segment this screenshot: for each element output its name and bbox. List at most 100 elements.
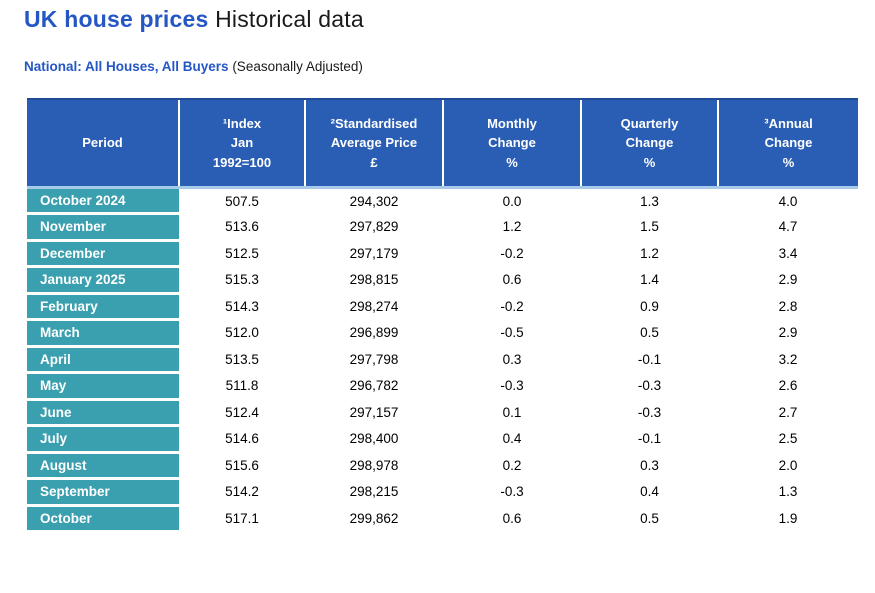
quarterly-change-cell: -0.3 bbox=[637, 404, 662, 420]
page-title-highlight: UK house prices bbox=[24, 6, 209, 32]
monthly-change-cell: 0.6 bbox=[502, 510, 522, 526]
table-row: July 514.6 298,400 0.4 -0.1 2.5 bbox=[27, 425, 858, 454]
period-label: October 2024 bbox=[27, 187, 179, 215]
monthly-change-cell: 1.2 bbox=[502, 219, 522, 235]
table-row: August 515.6 298,978 0.2 0.3 2.0 bbox=[27, 452, 858, 480]
annual-change-cell: 4.0 bbox=[778, 193, 798, 209]
annual-change-cell: 1.3 bbox=[778, 484, 798, 500]
monthly-change-cell: 0.2 bbox=[502, 457, 522, 473]
col-header-period-label: Period bbox=[82, 135, 123, 150]
annual-change-cell: 3.4 bbox=[778, 245, 798, 261]
index-cell: 511.8 bbox=[225, 378, 259, 394]
period-label: November bbox=[27, 213, 179, 242]
table-row: October 2024 507.5 294,302 0.0 1.3 4.0 bbox=[27, 187, 858, 215]
period-label: August bbox=[27, 452, 179, 480]
period-label: July bbox=[27, 425, 179, 454]
quarterly-change-cell: 0.3 bbox=[640, 457, 659, 473]
monthly-change-cell: 0.3 bbox=[502, 351, 522, 367]
quarterly-change-cell: 0.4 bbox=[640, 484, 659, 500]
table-row: September 514.2 298,215 -0.3 0.4 1.3 bbox=[27, 478, 858, 507]
annual-change-cell: 4.7 bbox=[778, 219, 798, 235]
table-row: December 512.5 297,179 -0.2 1.2 3.4 bbox=[27, 240, 858, 268]
period-label: May bbox=[27, 372, 179, 401]
quarterly-change-cell: 1.2 bbox=[640, 245, 659, 261]
house-price-table: Period ¹Index Jan 1992=100 ²Standardised… bbox=[27, 98, 858, 533]
index-cell: 514.3 bbox=[225, 298, 259, 314]
monthly-change-cell: -0.5 bbox=[500, 325, 524, 341]
annual-change-cell: 2.5 bbox=[778, 431, 798, 447]
col-header-quarterly-change-label: Quarterly Change % bbox=[620, 115, 679, 170]
avg-price-cell: 298,978 bbox=[349, 457, 399, 473]
index-cell: 512.4 bbox=[225, 404, 259, 420]
annual-change-cell: 2.9 bbox=[778, 325, 798, 341]
annual-change-cell: 2.7 bbox=[778, 404, 798, 420]
table-row: November 513.6 297,829 1.2 1.5 4.7 bbox=[27, 213, 858, 242]
table-row: March 512.0 296,899 -0.5 0.5 2.9 bbox=[27, 319, 858, 348]
table-body: October 2024 507.5 294,302 0.0 1.3 4.0 Novembe… bbox=[27, 187, 858, 533]
table-row: June 512.4 297,157 0.1 -0.3 2.7 bbox=[27, 399, 858, 427]
col-header-monthly-change: Monthly Change % bbox=[442, 98, 581, 189]
avg-price-cell: 294,302 bbox=[349, 193, 399, 209]
monthly-change-cell: 0.1 bbox=[502, 404, 522, 420]
col-header-quarterly-change: Quarterly Change % bbox=[580, 98, 718, 189]
quarterly-change-cell: 1.5 bbox=[640, 219, 659, 235]
index-cell: 512.0 bbox=[225, 325, 259, 341]
quarterly-change-cell: 0.5 bbox=[640, 325, 659, 341]
period-label: December bbox=[27, 240, 179, 268]
monthly-change-cell: -0.3 bbox=[500, 378, 524, 394]
table-row: January 2025 515.3 298,815 0.6 1.4 2.9 bbox=[27, 266, 858, 295]
table-header-row: Period ¹Index Jan 1992=100 ²Standardised… bbox=[27, 98, 858, 189]
page-title-rest: Historical data bbox=[215, 6, 364, 32]
quarterly-change-cell: 0.5 bbox=[640, 510, 659, 526]
avg-price-cell: 297,157 bbox=[349, 404, 399, 420]
annual-change-cell: 2.0 bbox=[778, 457, 798, 473]
period-label: January 2025 bbox=[27, 266, 179, 295]
monthly-change-cell: 0.6 bbox=[502, 272, 522, 288]
avg-price-cell: 298,400 bbox=[349, 431, 399, 447]
col-header-avg-price-label: ²Standardised Average Price £ bbox=[330, 115, 418, 170]
avg-price-cell: 299,862 bbox=[349, 510, 399, 526]
monthly-change-cell: -0.2 bbox=[500, 298, 524, 314]
table-row: May 511.8 296,782 -0.3 -0.3 2.6 bbox=[27, 372, 858, 401]
quarterly-change-cell: -0.1 bbox=[637, 431, 662, 447]
avg-price-cell: 297,179 bbox=[349, 245, 399, 261]
annual-change-cell: 2.6 bbox=[778, 378, 798, 394]
index-cell: 514.6 bbox=[225, 431, 259, 447]
col-header-annual-change-label: ³Annual Change % bbox=[764, 115, 813, 170]
index-cell: 515.6 bbox=[225, 457, 259, 473]
col-header-period: Period bbox=[27, 98, 179, 189]
col-header-annual-change: ³Annual Change % bbox=[717, 98, 858, 189]
period-label: June bbox=[27, 399, 179, 427]
col-header-monthly-change-label: Monthly Change % bbox=[487, 115, 537, 170]
period-label: September bbox=[27, 478, 179, 507]
index-cell: 512.5 bbox=[225, 245, 259, 261]
monthly-change-cell: -0.3 bbox=[500, 484, 524, 500]
avg-price-cell: 296,899 bbox=[349, 325, 399, 341]
quarterly-change-cell: -0.3 bbox=[637, 378, 662, 394]
annual-change-cell: 1.9 bbox=[778, 510, 798, 526]
index-cell: 507.5 bbox=[225, 193, 259, 209]
index-cell: 513.5 bbox=[225, 351, 259, 367]
period-label: April bbox=[27, 346, 179, 374]
monthly-change-cell: -0.2 bbox=[500, 245, 524, 261]
subtitle-series-label: National: All Houses, All Buyers bbox=[24, 59, 229, 74]
index-cell: 515.3 bbox=[225, 272, 259, 288]
avg-price-cell: 298,815 bbox=[349, 272, 399, 288]
avg-price-cell: 298,274 bbox=[349, 298, 399, 314]
avg-price-cell: 297,829 bbox=[349, 219, 399, 235]
table-row: February 514.3 298,274 -0.2 0.9 2.8 bbox=[27, 293, 858, 321]
period-label: February bbox=[27, 293, 179, 321]
quarterly-change-cell: -0.1 bbox=[637, 351, 662, 367]
avg-price-cell: 296,782 bbox=[349, 378, 399, 394]
page-subtitle: National: All Houses, All Buyers (Season… bbox=[24, 59, 363, 74]
period-label: October bbox=[27, 505, 179, 533]
annual-change-cell: 2.9 bbox=[778, 272, 798, 288]
index-cell: 514.2 bbox=[225, 484, 259, 500]
index-cell: 517.1 bbox=[225, 510, 259, 526]
page-title: UK house prices Historical data bbox=[24, 6, 364, 33]
quarterly-change-cell: 1.3 bbox=[640, 193, 659, 209]
annual-change-cell: 3.2 bbox=[778, 351, 798, 367]
subtitle-adjustment-note: (Seasonally Adjusted) bbox=[232, 59, 363, 74]
col-header-avg-price: ²Standardised Average Price £ bbox=[304, 98, 443, 189]
